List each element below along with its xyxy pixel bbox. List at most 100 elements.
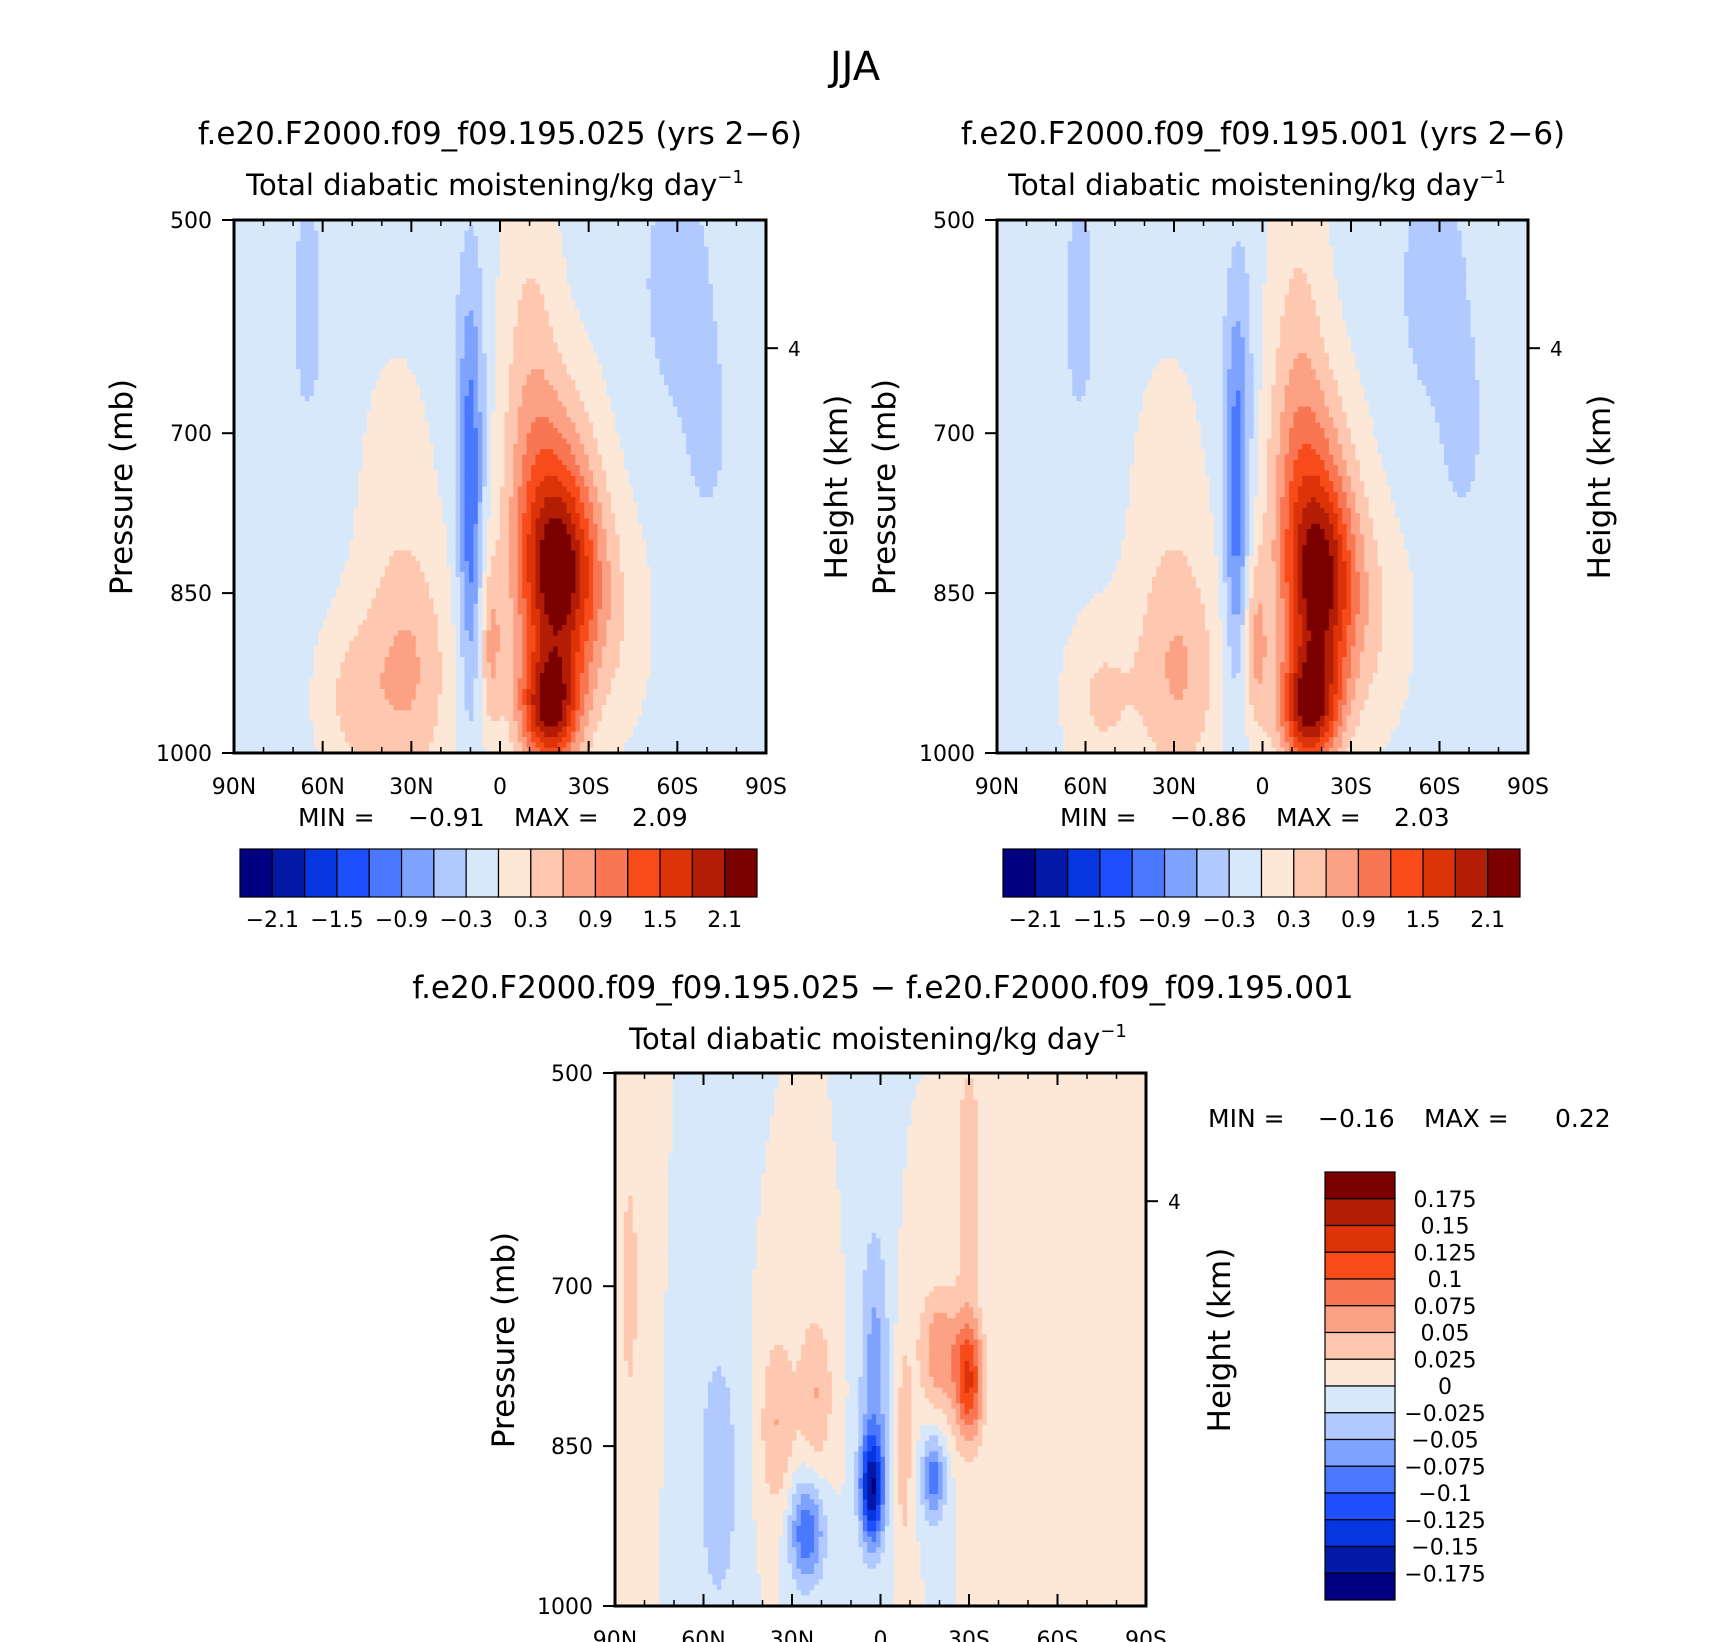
panel-1-cell xyxy=(522,294,528,301)
panel-1-cell xyxy=(628,321,634,328)
panel-1-cell xyxy=(588,257,594,264)
panel-1-cell xyxy=(535,342,541,349)
panel-1-cell xyxy=(318,433,324,440)
panel-1-cell xyxy=(570,363,576,370)
panel-1-cell xyxy=(628,278,634,285)
panel-1-cell xyxy=(615,294,621,301)
panel-1-cell xyxy=(721,337,727,344)
panel-1-cell xyxy=(672,411,678,418)
panel-1-cell xyxy=(273,395,279,402)
panel-1-cell xyxy=(743,267,749,274)
panel-1-cell xyxy=(717,262,723,269)
panel-1-cell xyxy=(433,305,439,312)
panel-1-cell xyxy=(748,220,754,226)
panel-1-cell xyxy=(375,427,381,434)
panel-1-cell xyxy=(402,406,408,413)
panel-1-cell xyxy=(717,278,723,285)
panel-1-cell xyxy=(384,347,390,354)
panel-1-cell xyxy=(331,283,337,290)
panel-1-cell xyxy=(699,251,705,258)
panel-1-cell xyxy=(517,422,523,429)
panel-1-cell xyxy=(291,257,297,264)
panel-1-cell xyxy=(726,385,732,392)
panel-1-cell xyxy=(513,438,519,445)
panel-1-cell xyxy=(575,358,581,365)
panel-1-cell xyxy=(584,299,590,306)
panel-1-cell xyxy=(575,246,581,253)
panel-1-cell xyxy=(477,289,483,296)
panel-1-cell xyxy=(757,230,763,237)
panel-1-cell xyxy=(757,241,763,248)
panel-1-cell xyxy=(610,283,616,290)
panel-1-cell xyxy=(402,326,408,333)
panel-1-cell xyxy=(247,267,253,274)
panel-1-cell xyxy=(273,353,279,360)
panel-1-cell xyxy=(633,246,639,253)
panel-1-cell xyxy=(717,401,723,408)
panel-1-cell xyxy=(748,411,754,418)
panel-1-cell xyxy=(282,289,288,296)
panel-1-cell xyxy=(734,241,740,248)
panel-1-cell xyxy=(535,427,541,434)
panel-1-cell xyxy=(349,294,355,301)
panel-1-cell xyxy=(748,230,754,237)
panel-1-cell xyxy=(353,401,359,408)
panel-1-cell xyxy=(265,230,271,237)
panel-1-cell xyxy=(415,241,421,248)
panel-1-cell xyxy=(655,315,661,322)
panel-1-cell xyxy=(584,417,590,424)
panel-1-cell xyxy=(597,353,603,360)
panel-1-cell xyxy=(491,315,497,322)
panel-1-cell xyxy=(588,315,594,322)
panel-1-cell xyxy=(455,305,461,312)
panel-1-cell xyxy=(429,385,435,392)
panel-1-cell xyxy=(415,337,421,344)
panel-1-cell xyxy=(327,422,333,429)
panel-1-cell xyxy=(367,326,373,333)
panel-1-cell xyxy=(562,299,568,306)
panel-1-cell xyxy=(446,273,452,280)
panel-1-cell xyxy=(726,427,732,434)
panel-1-cell xyxy=(411,390,417,397)
panel-1-cell xyxy=(335,363,341,370)
panel-1-cell xyxy=(624,337,630,344)
panel-1-cell xyxy=(362,289,368,296)
panel-1-cell xyxy=(690,395,696,402)
panel-1-cell xyxy=(517,342,523,349)
panel-1-cell xyxy=(695,337,701,344)
panel-1-cell xyxy=(508,305,514,312)
panel-1-cell xyxy=(358,417,364,424)
panel-1-cell xyxy=(460,406,466,413)
panel-1-cell xyxy=(695,294,701,301)
panel-1-cell xyxy=(579,225,585,232)
panel-1-cell xyxy=(234,289,240,296)
panel-1-cell xyxy=(522,326,528,333)
panel-1-cell xyxy=(442,342,448,349)
panel-1-cell xyxy=(256,246,262,253)
panel-1-cell xyxy=(451,347,457,354)
panel-1-cell xyxy=(335,331,341,338)
panel-1-cell xyxy=(451,417,457,424)
panel-1-cell xyxy=(473,374,479,381)
panel-1-cell xyxy=(340,342,346,349)
panel-1-cell xyxy=(597,363,603,370)
panel-1-cell xyxy=(575,230,581,237)
panel-1-cell xyxy=(265,241,271,248)
panel-1-cell xyxy=(313,246,319,253)
panel-1-cell xyxy=(615,342,621,349)
panel-1-cell xyxy=(371,406,377,413)
panel-1-cell xyxy=(641,353,647,360)
panel-1-cell xyxy=(637,257,643,264)
panel-1-cell xyxy=(579,331,585,338)
panel-1-cell xyxy=(646,246,652,253)
panel-1-cell xyxy=(757,433,763,440)
panel-1-cell xyxy=(641,257,647,264)
panel-1-cell xyxy=(278,241,284,248)
panel-1-cell xyxy=(331,289,337,296)
panel-1-cell xyxy=(265,385,271,392)
panel-1-cell xyxy=(717,273,723,280)
panel-1-cell xyxy=(562,283,568,290)
panel-1-cell xyxy=(712,326,718,333)
panel-1-cell xyxy=(655,358,661,365)
panel-1-cell xyxy=(358,427,364,434)
